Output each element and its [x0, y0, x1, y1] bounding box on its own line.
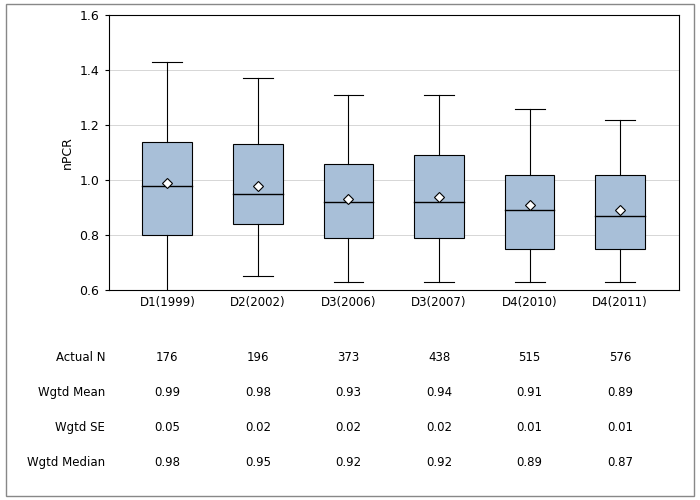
Text: 0.95: 0.95 — [245, 456, 271, 469]
Text: 0.01: 0.01 — [607, 421, 633, 434]
Text: 0.98: 0.98 — [155, 456, 181, 469]
Bar — [505, 174, 554, 248]
Text: 373: 373 — [337, 351, 360, 364]
Text: 0.92: 0.92 — [426, 456, 452, 469]
Bar — [323, 164, 373, 238]
Text: 0.02: 0.02 — [335, 421, 361, 434]
Text: 0.89: 0.89 — [607, 386, 633, 399]
Text: 515: 515 — [519, 351, 540, 364]
Text: 0.89: 0.89 — [517, 456, 542, 469]
Bar — [595, 174, 645, 248]
Bar — [143, 142, 192, 235]
Bar — [233, 144, 283, 224]
Bar — [414, 155, 464, 238]
Text: 0.01: 0.01 — [517, 421, 542, 434]
Text: 196: 196 — [246, 351, 270, 364]
Text: Wgtd Mean: Wgtd Mean — [38, 386, 105, 399]
Text: 0.05: 0.05 — [155, 421, 181, 434]
Text: 0.91: 0.91 — [517, 386, 542, 399]
Text: Wgtd SE: Wgtd SE — [55, 421, 105, 434]
Text: 0.98: 0.98 — [245, 386, 271, 399]
Text: Actual N: Actual N — [55, 351, 105, 364]
Text: 0.87: 0.87 — [607, 456, 633, 469]
Text: 0.92: 0.92 — [335, 456, 361, 469]
Text: 0.93: 0.93 — [335, 386, 361, 399]
Text: Wgtd Median: Wgtd Median — [27, 456, 105, 469]
Text: 176: 176 — [156, 351, 178, 364]
Text: 0.99: 0.99 — [154, 386, 181, 399]
Text: 0.02: 0.02 — [426, 421, 452, 434]
Text: 0.02: 0.02 — [245, 421, 271, 434]
Y-axis label: nPCR: nPCR — [61, 136, 74, 169]
Text: 438: 438 — [428, 351, 450, 364]
Text: 0.94: 0.94 — [426, 386, 452, 399]
Text: 576: 576 — [609, 351, 631, 364]
